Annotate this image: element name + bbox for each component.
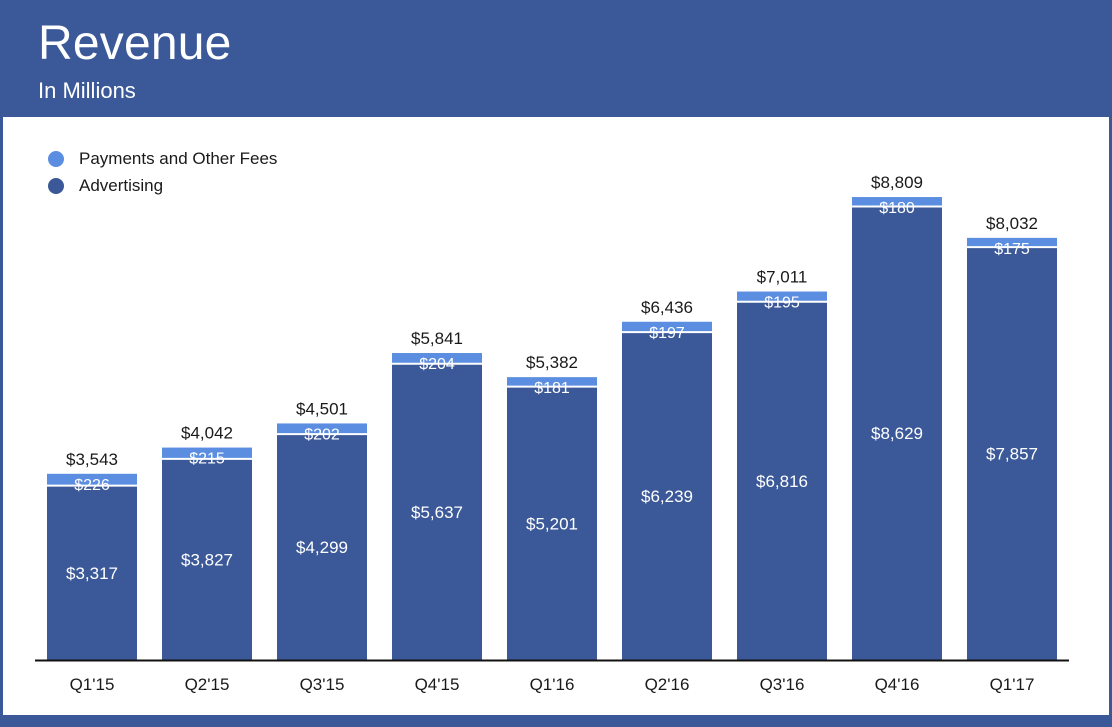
bar-payments: [967, 237, 1057, 248]
legend-marker-payments: [48, 150, 64, 167]
bar-advertising: [622, 332, 712, 660]
x-axis-tick-label: Q2'15: [185, 675, 230, 694]
legend-label-advertising: Advertising: [79, 175, 164, 195]
data-label-total: $7,011: [757, 268, 808, 287]
data-label-advertising: $4,299: [296, 538, 348, 557]
data-label-payments: $195: [764, 295, 800, 312]
bar-advertising: [852, 206, 942, 660]
x-axis-tick-label: Q1'16: [530, 675, 575, 694]
bar-payments: [162, 447, 252, 459]
data-label-advertising: $3,317: [66, 564, 118, 583]
data-label-payments: $197: [649, 325, 685, 342]
data-label-advertising: $6,239: [641, 487, 693, 506]
bar-payments: [47, 473, 137, 486]
data-label-payments: $204: [419, 356, 455, 373]
bar-advertising: [967, 247, 1057, 661]
data-label-total: $5,382: [526, 353, 578, 372]
data-label-payments: $202: [304, 426, 340, 443]
bar-advertising: [392, 363, 482, 660]
data-label-advertising: $8,629: [871, 424, 923, 443]
data-label-advertising: $6,816: [756, 472, 808, 491]
bottom-band: [0, 715, 1112, 727]
x-axis-tick-label: Q4'16: [875, 675, 920, 694]
revenue-stacked-bar-chart: $226 $3,317 $3,543 Q1'15 $215 $3,827 $4,042 Q2'…: [35, 173, 1069, 694]
data-label-advertising: $7,857: [986, 445, 1038, 464]
legend-marker-advertising: [48, 177, 64, 194]
x-axis-tick-label: Q3'15: [300, 675, 345, 694]
x-axis-tick-label: Q1'17: [990, 675, 1035, 694]
legend: Payments and Other Fees Advertising: [48, 145, 277, 199]
bar-payments: [737, 291, 827, 302]
chart-subtitle: In Millions: [38, 78, 136, 103]
data-label-total: $8,032: [986, 214, 1038, 233]
data-label-total: $5,841: [411, 329, 463, 348]
x-axis-tick-label: Q1'15: [70, 675, 115, 694]
bar-payments: [852, 197, 942, 207]
bar-advertising: [162, 458, 252, 660]
data-label-total: $3,543: [66, 450, 118, 469]
bar-payments: [277, 423, 367, 435]
data-label-advertising: $5,637: [411, 503, 463, 522]
x-axis-tick-label: Q3'16: [760, 675, 805, 694]
legend-label-payments: Payments and Other Fees: [79, 148, 278, 168]
bar-advertising: [277, 434, 367, 660]
bar-advertising: [507, 386, 597, 660]
chart-panel: Payments and Other Fees Advertising $226…: [3, 117, 1109, 715]
x-axis-tick-label: Q4'15: [415, 675, 460, 694]
bar-advertising: [737, 301, 827, 660]
data-label-total: $4,501: [296, 399, 348, 418]
x-axis-tick-label: Q2'16: [645, 675, 690, 694]
data-label-payments: $175: [994, 241, 1030, 258]
data-label-advertising: $5,201: [526, 514, 578, 533]
bar-payments: [622, 321, 712, 333]
legend-item-payments: Payments and Other Fees: [48, 145, 277, 172]
data-label-advertising: $3,827: [181, 550, 233, 569]
bar-payments: [392, 353, 482, 364]
data-label-payments: $180: [879, 200, 915, 217]
data-label-payments: $181: [534, 380, 570, 397]
data-label-total: $4,042: [181, 424, 233, 443]
chart-title: Revenue: [38, 17, 232, 70]
data-label-payments: $215: [189, 451, 225, 468]
slide-header: Revenue In Millions: [0, 0, 1112, 117]
legend-item-advertising: Advertising: [48, 172, 277, 199]
data-label-payments: $226: [74, 477, 110, 494]
bar-payments: [507, 377, 597, 387]
data-label-total: $6,436: [641, 298, 693, 317]
data-label-total: $8,809: [871, 173, 923, 192]
bar-advertising: [47, 485, 137, 660]
